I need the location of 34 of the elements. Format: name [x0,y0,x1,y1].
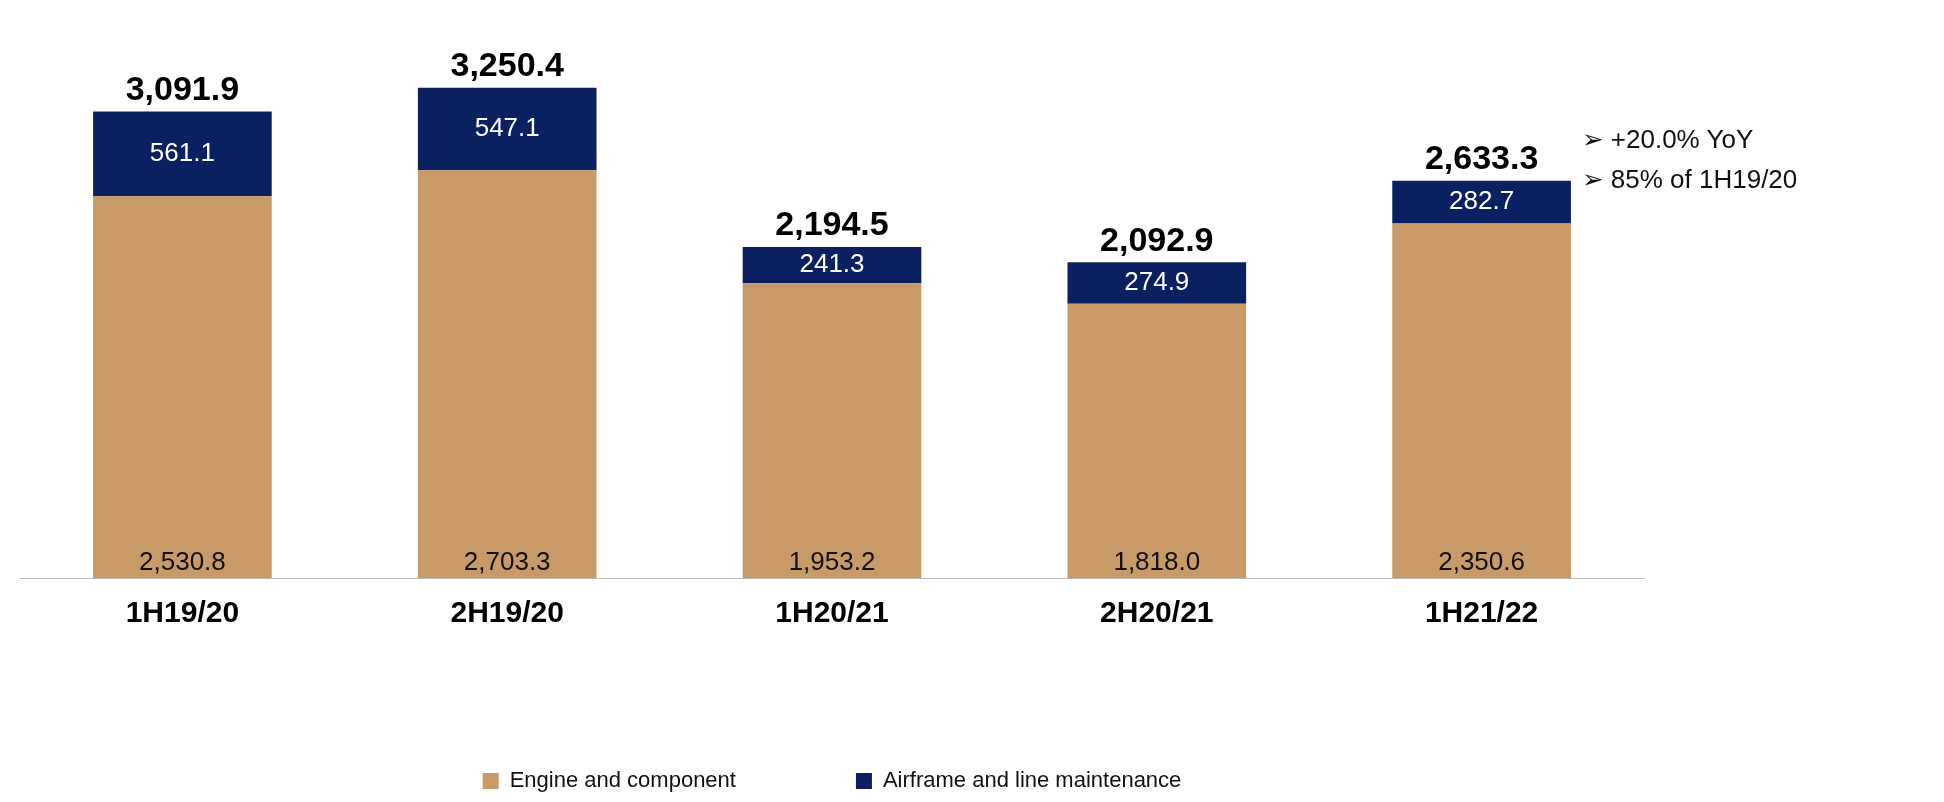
legend-label: Engine and component [509,767,736,793]
bar [1392,180,1571,224]
bar [417,170,597,578]
data-label: 1,953.2 [788,546,876,577]
bar [742,283,922,578]
x-tick-label: 1H19/20 [125,595,240,629]
data-label: 547.1 [474,112,540,143]
total-label: 2,092.9 [1100,219,1214,258]
total-label: 2,194.5 [775,204,889,243]
data-label: 282.7 [1449,185,1515,216]
bar [1392,223,1571,578]
bar [1067,303,1247,578]
bar [93,196,272,578]
data-label: 274.9 [1124,266,1190,297]
annotation: ➢ 85% of 1H19/20 [1581,163,1798,194]
x-tick-label: 1H21/22 [1424,595,1539,629]
data-label: 561.1 [149,137,215,168]
legend-label: Airframe and line maintenance [882,767,1182,793]
data-label: 2,350.6 [1438,546,1525,577]
data-label: 2,703.3 [463,546,551,577]
bar [742,246,922,284]
bar [417,87,597,171]
annotation: ➢ +20.0% YoY [1581,123,1754,154]
bar [93,111,272,197]
x-tick-label: 2H20/21 [1100,595,1214,629]
x-tick-label: 1H20/21 [775,595,889,629]
data-label: 1,818.0 [1113,546,1201,577]
data-label: 2,530.8 [139,546,226,577]
data-label: 241.3 [799,248,865,279]
total-label: 3,250.4 [450,45,564,84]
bar [1067,262,1247,304]
total-label: 2,633.3 [1424,138,1539,177]
total-label: 3,091.9 [125,68,240,107]
x-tick-label: 2H19/20 [450,595,564,629]
